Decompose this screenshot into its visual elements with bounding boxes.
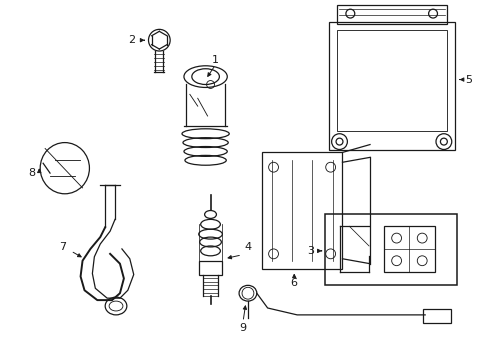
Text: 2: 2 bbox=[128, 35, 135, 45]
Text: 1: 1 bbox=[211, 55, 219, 65]
Text: 6: 6 bbox=[290, 278, 297, 288]
Text: 4: 4 bbox=[244, 242, 251, 252]
Text: 9: 9 bbox=[239, 323, 246, 333]
Bar bbox=[336, 30, 446, 131]
Text: 8: 8 bbox=[28, 168, 35, 178]
Bar bbox=[422, 309, 450, 323]
Bar bbox=[324, 215, 456, 285]
Bar bbox=[198, 261, 222, 275]
Text: 7: 7 bbox=[59, 242, 66, 252]
Bar bbox=[261, 152, 342, 269]
Bar bbox=[328, 22, 454, 150]
Text: 5: 5 bbox=[464, 75, 471, 85]
Bar bbox=[383, 226, 434, 271]
Bar bbox=[336, 5, 446, 24]
Text: 3: 3 bbox=[307, 246, 314, 256]
